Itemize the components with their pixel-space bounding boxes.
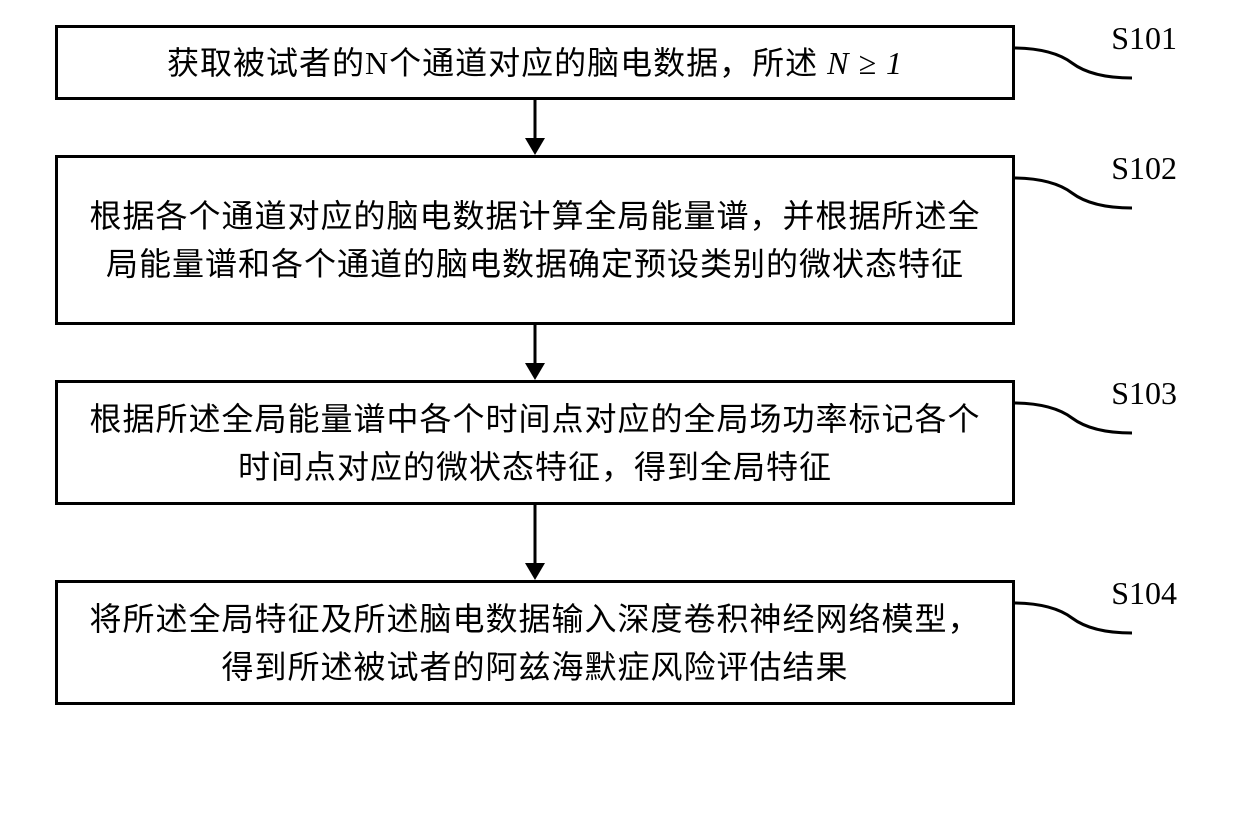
step-box-s103: 根据所述全局能量谱中各个时间点对应的全局场功率标记各个时间点对应的微状态特征，得… xyxy=(55,380,1015,505)
step-text-pre: 获取被试者的N个通道对应的脑电数据，所述 xyxy=(167,45,827,81)
flowchart-container: 获取被试者的N个通道对应的脑电数据，所述 N ≥ 1 S101 根据各个通道对应… xyxy=(55,25,1185,705)
step-text-italic: N ≥ 1 xyxy=(827,45,903,81)
step-text: 获取被试者的N个通道对应的脑电数据，所述 N ≥ 1 xyxy=(167,39,903,87)
arrow-down xyxy=(55,325,1015,380)
step-label: S103 xyxy=(1111,375,1177,412)
step-text: 根据所述全局能量谱中各个时间点对应的全局场功率标记各个时间点对应的微状态特征，得… xyxy=(82,395,988,491)
flowchart-step: 将所述全局特征及所述脑电数据输入深度卷积神经网络模型，得到所述被试者的阿兹海默症… xyxy=(55,580,1185,705)
flowchart-step: 根据所述全局能量谱中各个时间点对应的全局场功率标记各个时间点对应的微状态特征，得… xyxy=(55,380,1185,505)
step-box-s104: 将所述全局特征及所述脑电数据输入深度卷积神经网络模型，得到所述被试者的阿兹海默症… xyxy=(55,580,1015,705)
arrow-down xyxy=(55,100,1015,155)
arrow-down xyxy=(55,505,1015,580)
step-box-s101: 获取被试者的N个通道对应的脑电数据，所述 N ≥ 1 S101 xyxy=(55,25,1015,100)
flowchart-step: 根据各个通道对应的脑电数据计算全局能量谱，并根据所述全局能量谱和各个通道的脑电数… xyxy=(55,155,1185,325)
step-text: 将所述全局特征及所述脑电数据输入深度卷积神经网络模型，得到所述被试者的阿兹海默症… xyxy=(82,595,988,691)
step-label: S104 xyxy=(1111,575,1177,612)
flowchart-step: 获取被试者的N个通道对应的脑电数据，所述 N ≥ 1 S101 xyxy=(55,25,1185,100)
step-label: S101 xyxy=(1111,20,1177,57)
step-box-s102: 根据各个通道对应的脑电数据计算全局能量谱，并根据所述全局能量谱和各个通道的脑电数… xyxy=(55,155,1015,325)
step-text: 根据各个通道对应的脑电数据计算全局能量谱，并根据所述全局能量谱和各个通道的脑电数… xyxy=(82,192,988,288)
step-label: S102 xyxy=(1111,150,1177,187)
